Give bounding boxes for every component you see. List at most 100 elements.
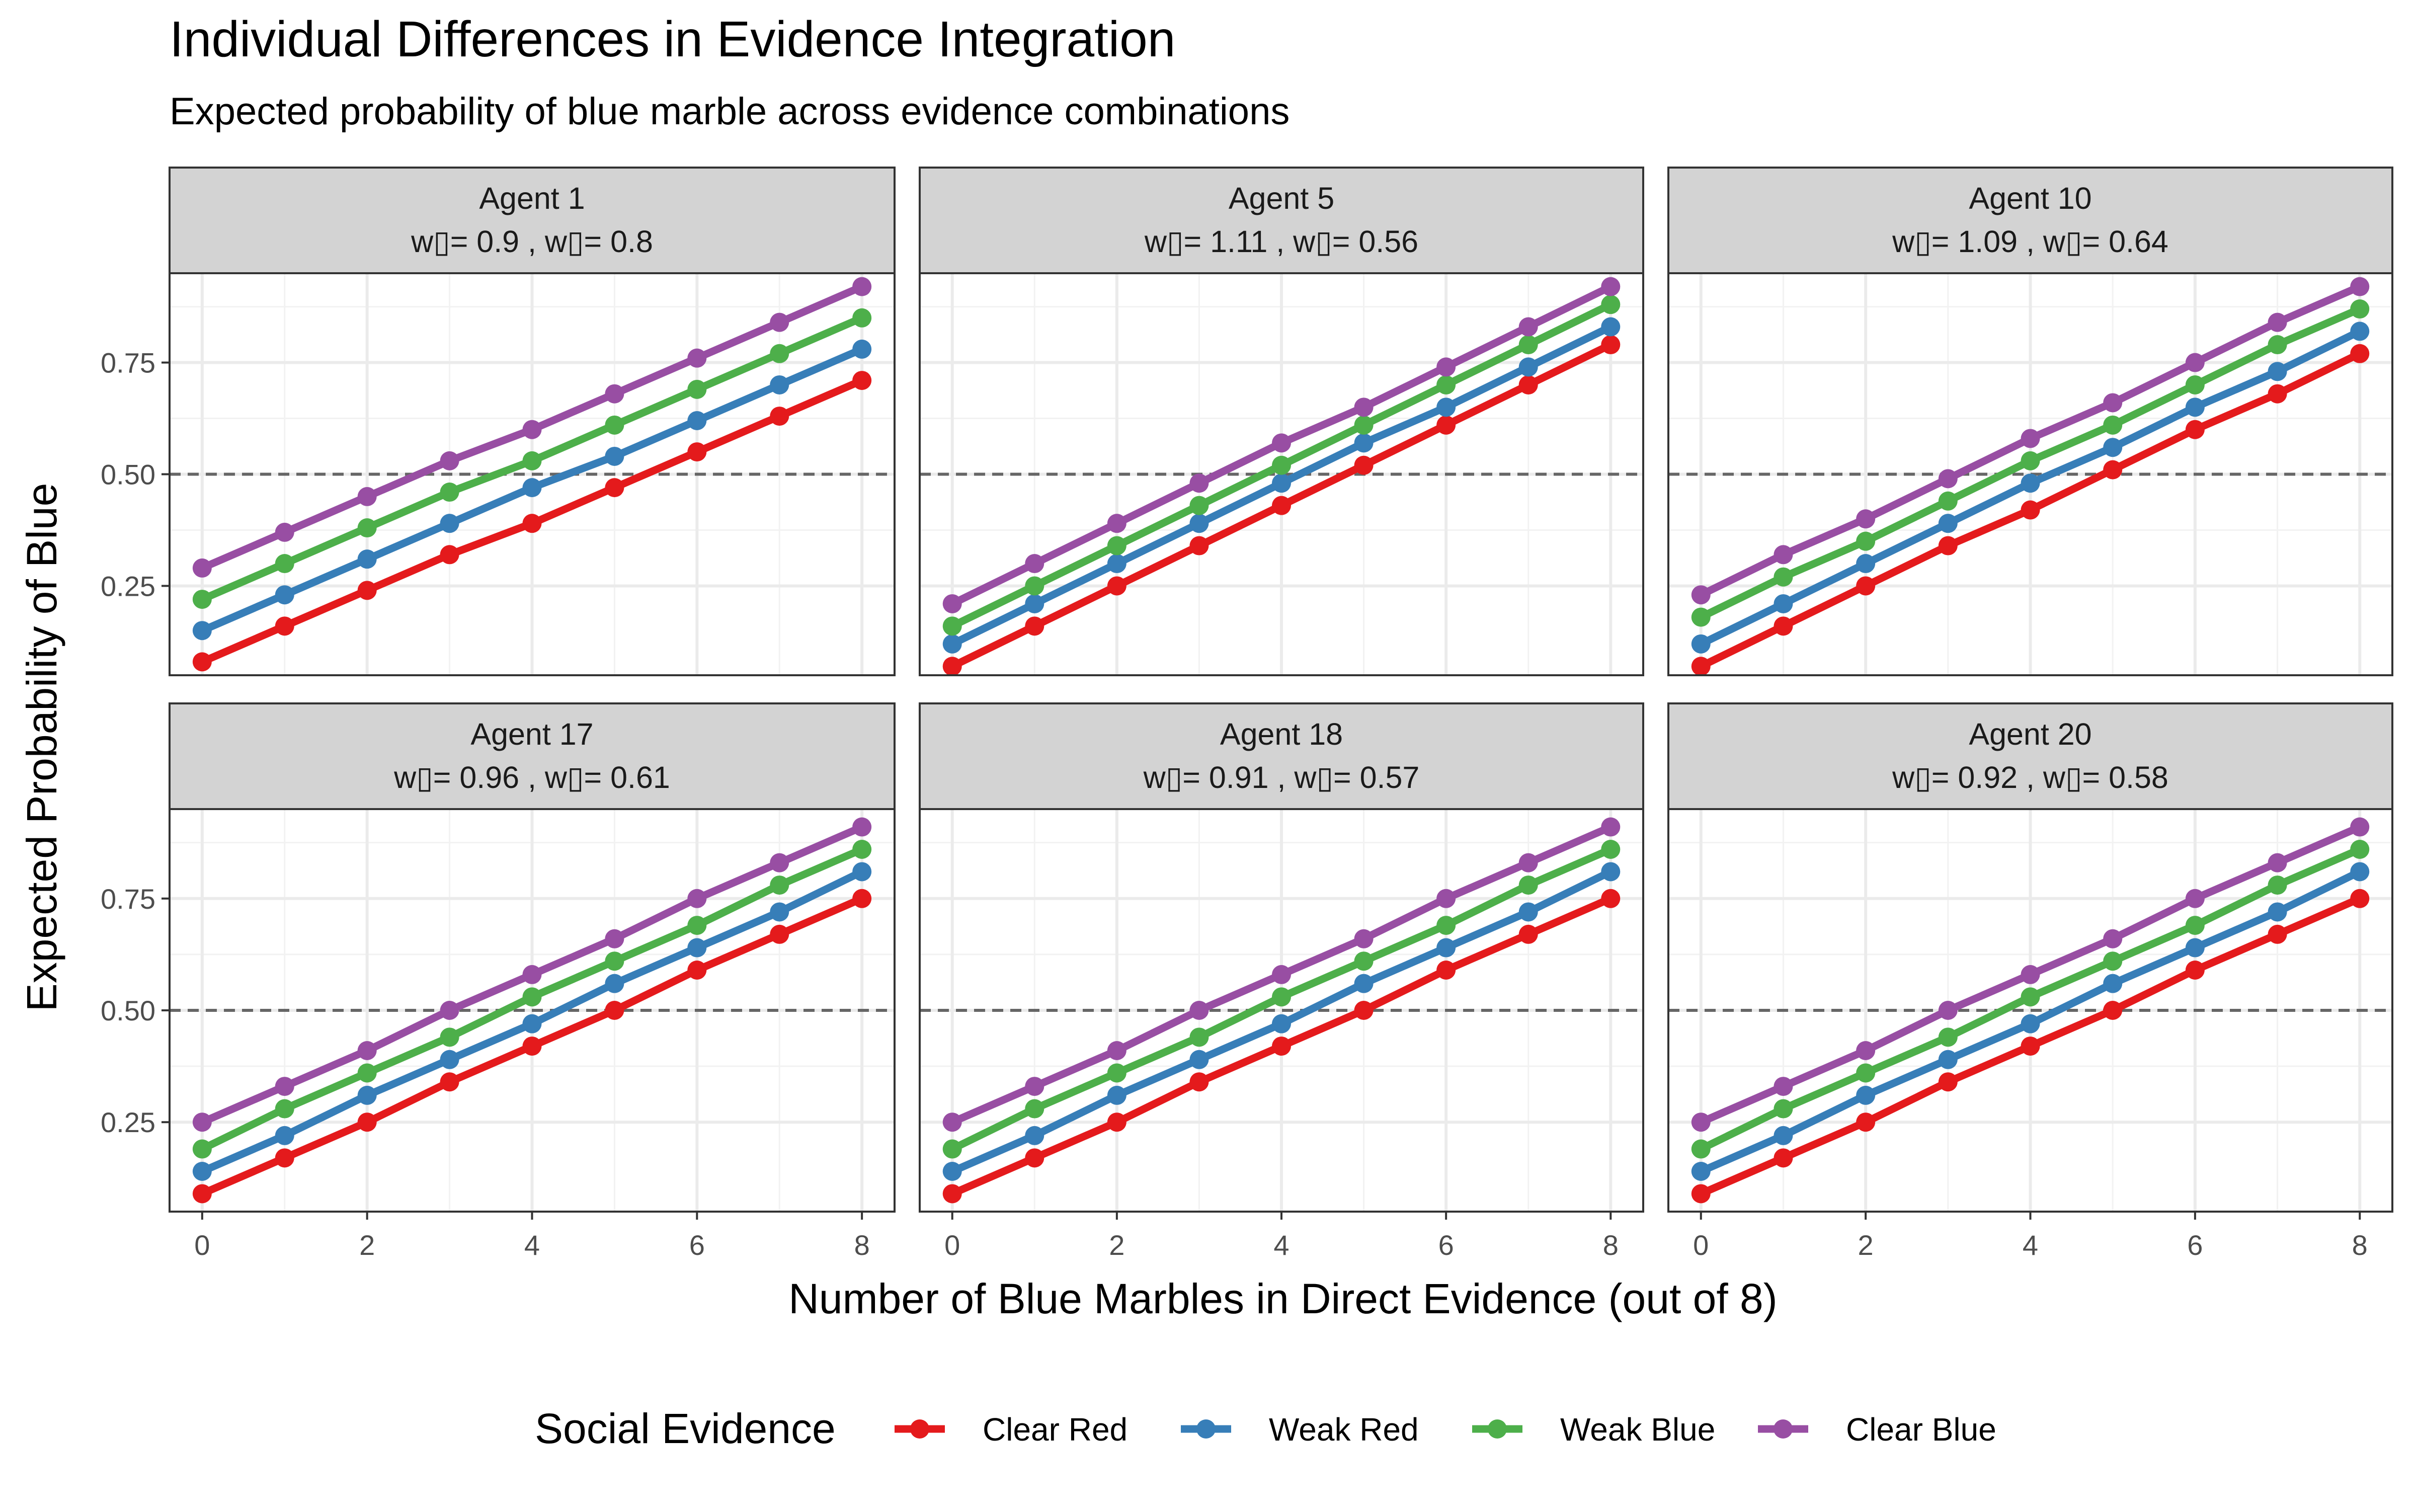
- legend-label: Weak Blue: [1560, 1411, 1715, 1448]
- data-point-clear-red: [852, 889, 872, 908]
- data-point-clear-red: [357, 581, 377, 600]
- data-point-weak-blue: [1856, 531, 1876, 551]
- data-point-weak-blue: [522, 987, 542, 1007]
- data-point-clear-red: [2103, 1001, 2123, 1020]
- data-point-clear-blue: [1189, 1001, 1209, 1020]
- data-point-weak-red: [1354, 974, 1374, 993]
- data-point-clear-red: [1107, 1112, 1126, 1132]
- data-point-weak-blue: [942, 616, 962, 636]
- data-point-clear-red: [522, 514, 542, 533]
- data-point-weak-blue: [2268, 335, 2287, 355]
- data-point-clear-blue: [2350, 817, 2370, 837]
- x-tick-label: 4: [1273, 1229, 1289, 1261]
- data-point-weak-red: [605, 974, 624, 993]
- data-point-clear-blue: [2103, 393, 2123, 413]
- facet-panel-agent-20: Agent 20 w▯= 0.92 , w▯= 0.58 0 2 4 6 8: [1667, 702, 2393, 1261]
- data-point-clear-red: [2185, 961, 2205, 980]
- chart-title: Individual Differences in Evidence Integ…: [170, 11, 1175, 67]
- data-point-weak-blue: [1938, 1027, 1958, 1047]
- facet-panel-agent-17: Agent 17 w▯= 0.96 , w▯= 0.61 0.25 0.50 0.75 0…: [101, 702, 896, 1261]
- data-point-weak-blue: [1691, 607, 1711, 627]
- data-point-weak-red: [2268, 362, 2287, 381]
- data-point-weak-blue: [942, 1139, 962, 1159]
- facet-strip: [1667, 167, 2393, 274]
- data-point-weak-red: [942, 634, 962, 654]
- data-point-clear-red: [770, 924, 789, 944]
- data-point-clear-blue: [1189, 473, 1209, 493]
- data-point-weak-red: [1518, 902, 1538, 922]
- legend-label: Clear Blue: [1846, 1411, 1996, 1448]
- data-point-weak-red: [852, 339, 872, 359]
- data-point-clear-red: [1189, 1072, 1209, 1092]
- legend-label: Weak Red: [1269, 1411, 1419, 1448]
- data-point-clear-blue: [1436, 357, 1456, 377]
- data-point-weak-red: [2350, 862, 2370, 882]
- data-point-weak-blue: [1518, 335, 1538, 355]
- data-point-weak-red: [770, 375, 789, 394]
- data-point-weak-red: [2103, 438, 2123, 457]
- facet-strip-title: Agent 20: [1969, 717, 2091, 751]
- x-tick-label: 6: [1438, 1229, 1454, 1261]
- data-point-weak-red: [192, 621, 212, 641]
- data-point-clear-blue: [1601, 277, 1621, 296]
- facet-panel-agent-5: Agent 5 w▯= 1.11 , w▯= 0.56: [919, 167, 1644, 676]
- x-tick-label: 6: [2187, 1229, 2203, 1261]
- data-point-weak-red: [1436, 397, 1456, 417]
- data-point-clear-red: [522, 1037, 542, 1056]
- x-tick-label: 4: [524, 1229, 540, 1261]
- data-point-clear-blue: [687, 348, 707, 368]
- facet-strip-weights: w▯= 1.11 , w▯= 0.56: [1144, 224, 1418, 259]
- data-point-clear-red: [192, 1184, 212, 1204]
- data-point-clear-blue: [942, 594, 962, 613]
- facet-strip-weights: w▯= 0.92 , w▯= 0.58: [1892, 760, 2168, 794]
- data-point-clear-blue: [357, 1041, 377, 1060]
- panel-border: [1667, 272, 2393, 676]
- data-point-clear-red: [1272, 1037, 1291, 1056]
- data-point-clear-blue: [1774, 545, 1793, 565]
- facet-panel-agent-10: Agent 10 w▯= 1.09 , w▯= 0.64: [1667, 167, 2393, 676]
- y-tick-label: 0.75: [101, 347, 155, 379]
- data-point-clear-red: [2350, 889, 2370, 908]
- data-point-clear-red: [852, 371, 872, 390]
- data-point-clear-red: [1518, 375, 1538, 394]
- data-point-clear-red: [1691, 657, 1711, 676]
- data-point-clear-red: [605, 1001, 624, 1020]
- data-point-clear-red: [1272, 496, 1291, 515]
- facet-panels: Agent 1w▯= 0.9 , w▯= 0.80.250.500.75Agen…: [101, 167, 2393, 1261]
- data-point-clear-red: [1518, 924, 1538, 944]
- data-point-clear-blue: [852, 817, 872, 837]
- data-point-clear-blue: [522, 420, 542, 439]
- data-point-clear-blue: [522, 965, 542, 984]
- data-point-weak-blue: [1774, 567, 1793, 587]
- data-point-weak-red: [1938, 1050, 1958, 1069]
- x-tick-label: 0: [944, 1229, 960, 1261]
- data-point-weak-red: [1107, 554, 1126, 574]
- data-point-clear-blue: [770, 312, 789, 332]
- data-point-weak-blue: [1601, 840, 1621, 859]
- data-point-weak-red: [1189, 1050, 1209, 1069]
- x-tick-label: 8: [2352, 1229, 2368, 1261]
- y-axis-label: Expected Probability of Blue: [18, 483, 65, 1012]
- data-point-weak-red: [1272, 1014, 1291, 1033]
- data-point-clear-blue: [2268, 853, 2287, 872]
- data-point-clear-red: [770, 407, 789, 426]
- data-point-weak-blue: [357, 1063, 377, 1083]
- data-point-clear-blue: [1354, 397, 1374, 417]
- data-point-clear-red: [1856, 576, 1876, 596]
- data-point-clear-red: [1601, 889, 1621, 908]
- data-point-weak-blue: [2185, 375, 2205, 394]
- data-point-weak-red: [1025, 1126, 1044, 1145]
- data-point-weak-red: [357, 549, 377, 569]
- x-tick-label: 2: [359, 1229, 375, 1261]
- data-point-clear-blue: [852, 277, 872, 296]
- data-point-clear-red: [1691, 1184, 1711, 1204]
- legend-item-clear-blue: Clear Blue: [1758, 1411, 1996, 1448]
- data-point-clear-red: [357, 1112, 377, 1132]
- y-tick-label: 0.25: [101, 1106, 155, 1138]
- data-point-weak-blue: [1354, 951, 1374, 971]
- facet-strip: [169, 702, 896, 810]
- facet-strip: [919, 167, 1644, 274]
- x-tick-label: 2: [1109, 1229, 1124, 1261]
- data-point-weak-blue: [1107, 536, 1126, 555]
- data-point-clear-red: [942, 657, 962, 676]
